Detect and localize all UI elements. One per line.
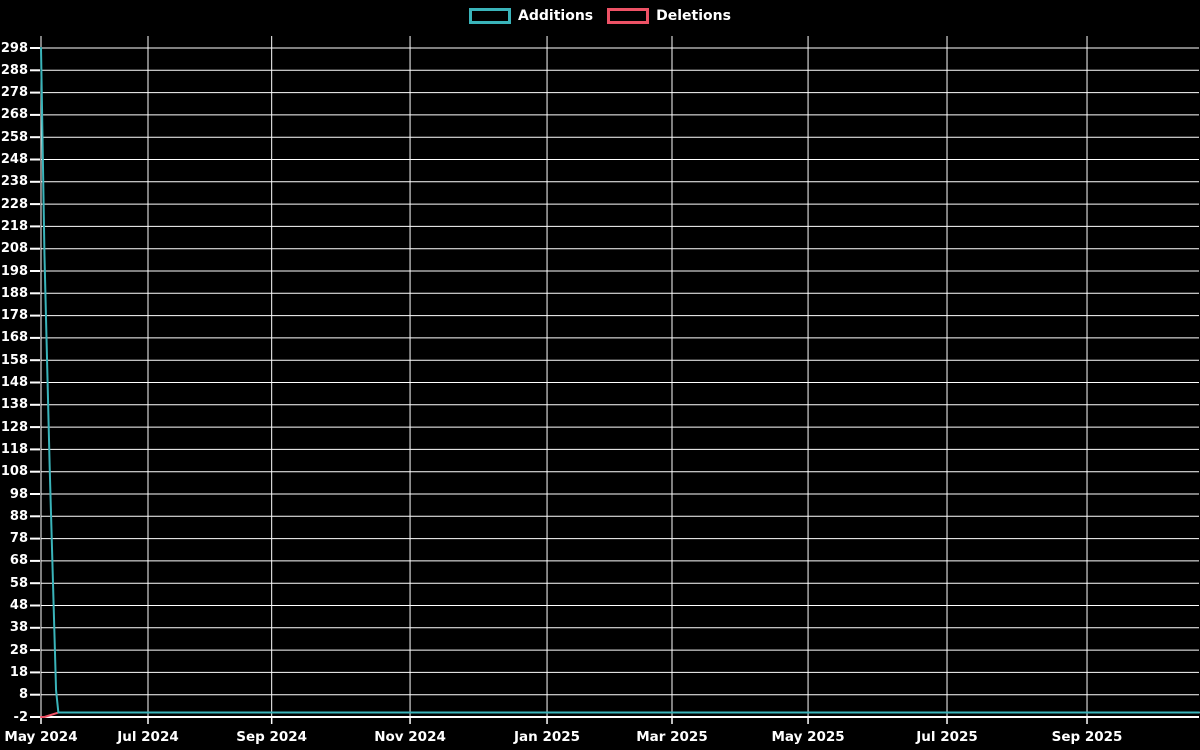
y-axis-tick-label: 288 (0, 62, 28, 78)
x-axis-tick-label: Mar 2025 (636, 729, 708, 745)
y-axis-tick-label: 8 (18, 687, 28, 703)
y-axis-tick-label: 298 (0, 40, 28, 56)
additions-line (40, 47, 1200, 714)
x-axis-tick-label: May 2024 (4, 729, 78, 745)
x-axis-tick-label: Nov 2024 (374, 729, 446, 745)
x-axis-tick-label: Sep 2024 (236, 729, 308, 745)
y-axis-tick-label: 268 (0, 107, 28, 123)
legend-label-additions: Additions (518, 8, 594, 24)
y-axis-tick-label: 168 (0, 330, 28, 346)
y-axis-tick-label: 38 (9, 620, 28, 636)
y-axis-tick-label: 128 (0, 419, 28, 435)
x-axis-tick-label: Sep 2025 (1051, 729, 1123, 745)
y-axis-tick-label: 138 (0, 397, 28, 413)
y-axis-tick-label: -2 (13, 709, 28, 725)
y-axis-tick-label: 78 (9, 531, 28, 547)
legend-item-additions[interactable]: Additions (469, 8, 593, 24)
y-axis-tick-label: 238 (0, 174, 28, 190)
y-axis-tick-label: 258 (0, 129, 28, 145)
y-axis-tick-label: 68 (9, 553, 28, 569)
x-axis-tick-label: Jul 2025 (916, 729, 978, 745)
x-axis-tick-label: Jan 2025 (514, 729, 581, 745)
y-axis-tick-label: 18 (9, 664, 28, 680)
y-axis-tick-label: 188 (0, 285, 28, 301)
y-axis-tick-label: 28 (9, 642, 28, 658)
chart-legend: Additions Deletions (0, 8, 1200, 24)
y-axis-tick-label: 118 (0, 441, 28, 457)
legend-label-deletions: Deletions (656, 8, 731, 24)
y-axis-tick-label: 248 (0, 152, 28, 167)
y-axis-tick-label: 228 (0, 196, 28, 212)
y-axis-tick-label: 98 (9, 486, 28, 502)
y-axis-tick-label: 198 (0, 263, 28, 279)
y-axis-tick-label: 218 (0, 218, 28, 234)
y-axis-tick-label: 158 (0, 352, 28, 368)
y-axis-tick-label: 148 (0, 375, 28, 390)
legend-item-deletions[interactable]: Deletions (607, 8, 731, 24)
y-axis-tick-label: 48 (9, 598, 28, 613)
x-axis-tick-label: May 2025 (771, 729, 845, 745)
y-axis-tick-label: 108 (0, 464, 28, 480)
y-axis-tick-label: 178 (0, 308, 28, 324)
y-axis-tick-label: 58 (9, 575, 28, 591)
additions-swatch-icon (469, 8, 512, 24)
y-axis-tick-label: 88 (9, 508, 28, 524)
deletions-swatch-icon (607, 8, 650, 24)
y-axis-tick-label: 278 (0, 85, 28, 101)
y-axis-tick-label: 208 (0, 241, 28, 257)
x-axis-tick-label: Jul 2024 (117, 729, 179, 745)
